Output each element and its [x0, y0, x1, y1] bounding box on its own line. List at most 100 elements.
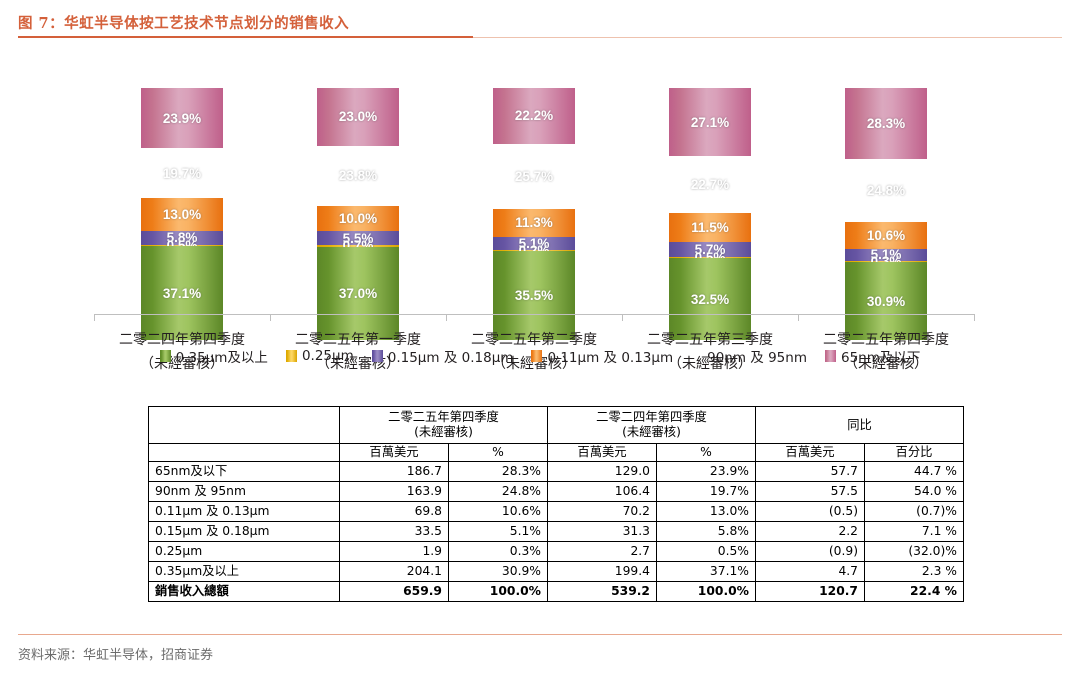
table-cell-value: 28.3% — [448, 461, 548, 482]
bar-segment: 11.5% — [669, 213, 751, 243]
bar-segment: 19.7% — [141, 148, 223, 198]
legend-item[interactable]: 0.15μm 及 0.18μm — [371, 346, 513, 366]
table-cell-value: 44.7 % — [864, 461, 964, 482]
table-cell-value: 10.6% — [448, 501, 548, 522]
bar-segment-label: 19.7% — [162, 165, 202, 181]
table-corner-cell — [148, 406, 340, 444]
table-sub-header-row: 百萬美元 % 百萬美元 % 百萬美元 百分比 — [148, 443, 964, 462]
subheader-usd-q4-2025: 百萬美元 — [339, 443, 449, 462]
x-axis-label-line1: 二零二四年第四季度 — [119, 332, 245, 348]
x-axis-label-line1: 二零二五年第四季度 — [823, 332, 949, 348]
bar-segment-label: 24.8% — [866, 183, 906, 199]
legend-item[interactable]: 90nm 及 95nm — [691, 346, 807, 366]
table-cell-value: 69.8 — [339, 501, 449, 522]
group-header-line2: (未經審核) — [414, 425, 473, 439]
table-cell-value: 100.0% — [448, 581, 548, 602]
table-cell-value: 57.7 — [755, 461, 865, 482]
table-head: 二零二五年第四季度 (未經審核) 二零二四年第四季度 (未經審核) 同比 百萬美… — [148, 406, 964, 462]
legend-label: 65nm及以下 — [840, 350, 921, 366]
legend-item[interactable]: 0.25μm — [285, 348, 354, 364]
bar-segment: 10.6% — [845, 221, 927, 249]
bar-segment-label: 28.3% — [866, 116, 906, 132]
bar-segment: 5.1% — [493, 236, 575, 252]
table-cell-value: 54.0 % — [864, 481, 964, 502]
x-axis-label-line2: （未經審核） — [844, 356, 928, 372]
table-cell-category: 0.15μm 及 0.18μm — [148, 521, 340, 542]
bar-segment: 27.1% — [669, 88, 751, 157]
bar-segment-label: 5.1% — [870, 247, 902, 263]
table-cell-category: 65nm及以下 — [148, 461, 340, 482]
title-rule-secondary — [473, 37, 1062, 38]
table-cell-value: 539.2 — [547, 581, 657, 602]
chart-legend: 0.35μm及以上 0.25μm 0.15μm 及 0.18μm 0.11μm 及 0… — [0, 346, 1080, 366]
table-cell-value: 2.2 — [755, 521, 865, 542]
table-cell-value: (0.5) — [755, 501, 865, 522]
bar-segment: 25.7% — [493, 144, 575, 209]
table-cell-value: 0.3% — [448, 541, 548, 562]
table-cell-value: 33.5 — [339, 521, 449, 542]
bar-segment-label: 5.7% — [694, 242, 726, 258]
table-cell-category: 0.25μm — [148, 541, 340, 562]
group-header-q4-2025: 二零二五年第四季度 (未經審核) — [339, 406, 548, 444]
legend-item[interactable]: 0.35μm及以上 — [159, 346, 268, 366]
legend-swatch-icon — [691, 350, 702, 362]
table-cell-value: 1.9 — [339, 541, 449, 562]
table-cell-value: 7.1 % — [864, 521, 964, 542]
table-cell-value: 186.7 — [339, 461, 449, 482]
bar-segment-label: 13.0% — [162, 206, 202, 222]
bar-segment: 5.1% — [845, 247, 927, 263]
title-rule-primary — [18, 36, 473, 38]
bar-segment-label: 27.1% — [690, 114, 730, 130]
bar-segment-label: 23.8% — [338, 168, 378, 184]
subheader-pct-q4-2024: % — [656, 443, 756, 462]
table-row: 0.11μm 及 0.13μm 69.8 10.6% 70.2 13.0% (0.5) (0… — [148, 501, 964, 522]
bar-segment-label: 37.0% — [338, 285, 378, 301]
legend-swatch-icon — [285, 350, 297, 362]
x-axis-label-line1: 二零二五年第二季度 — [471, 332, 597, 348]
source-note: 资料来源：华虹半导体，招商证券 — [18, 648, 214, 663]
bar-segment-label: 37.1% — [162, 285, 202, 301]
legend-swatch-icon — [531, 350, 543, 362]
group-header-line1: 同比 — [847, 417, 872, 432]
table-cell-value: 57.5 — [755, 481, 865, 502]
x-axis-label-line1: 二零二五年第一季度 — [295, 332, 421, 348]
table-row: 0.35μm及以上 204.1 30.9% 199.4 37.1% 4.7 2.3 % — [148, 561, 964, 582]
bar-segment-label: 32.5% — [690, 291, 730, 307]
stacked-bar-chart: 23.9%19.7%13.0%5.8%0.5%37.1%23.0%23.8%10… — [0, 44, 1080, 384]
table-cell-value: 120.7 — [755, 581, 865, 602]
table-cell-category: 0.35μm及以上 — [148, 561, 340, 582]
table-cell-value: 199.4 — [547, 561, 657, 582]
bar-segment: 5.5% — [317, 230, 399, 246]
table-cell-value: 204.1 — [339, 561, 449, 582]
table-total-row: 銷售收入總額 659.9 100.0% 539.2 100.0% 120.7 22.4 % — [148, 581, 964, 602]
table-cell-value: 13.0% — [656, 501, 756, 522]
legend-label: 0.11μm 及 0.13μm — [547, 350, 674, 366]
table-cell-value: 4.7 — [755, 561, 865, 582]
table-cell-value: 23.9% — [656, 461, 756, 482]
table-cell-value: (0.9) — [755, 541, 865, 562]
bar-segment: 10.0% — [317, 205, 399, 232]
bar-segment: 28.3% — [845, 88, 927, 160]
bar-segment: 23.8% — [317, 146, 399, 206]
bar-segment-label: 35.5% — [514, 287, 554, 303]
bar-segment-label: 5.1% — [518, 236, 550, 252]
revenue-breakdown-table: 二零二五年第四季度 (未經審核) 二零二四年第四季度 (未經審核) 同比 百萬美… — [148, 406, 964, 602]
legend-item[interactable]: 0.11μm 及 0.13μm — [531, 346, 673, 366]
bar-column: 23.0%23.8%10.0%5.5%0.7%37.0% — [317, 88, 399, 340]
table-cell-value: (32.0)% — [864, 541, 964, 562]
chart-axis-line — [94, 314, 974, 315]
bar-segment: 30.9% — [845, 262, 927, 340]
x-axis-label-line1: 二零二五年第三季度 — [647, 332, 773, 348]
bar-segment-label: 22.7% — [690, 177, 730, 193]
table-row: 65nm及以下 186.7 28.3% 129.0 23.9% 57.7 44.7 % — [148, 461, 964, 482]
table-cell-value: 31.3 — [547, 521, 657, 542]
legend-item[interactable]: 65nm及以下 — [824, 346, 921, 366]
table-row: 90nm 及 95nm 163.9 24.8% 106.4 19.7% 57.5 54.0 … — [148, 481, 964, 502]
bar-segment-label: 5.5% — [342, 230, 374, 246]
table-cell-value: 22.4 % — [864, 581, 964, 602]
bar-segment: 37.0% — [317, 246, 399, 340]
table-cell-value: 70.2 — [547, 501, 657, 522]
bar-column: 23.9%19.7%13.0%5.8%0.5%37.1% — [141, 88, 223, 340]
subheader-usd-q4-2024: 百萬美元 — [547, 443, 657, 462]
x-axis-label: 二零二五年第四季度 （未經審核） — [791, 328, 981, 376]
